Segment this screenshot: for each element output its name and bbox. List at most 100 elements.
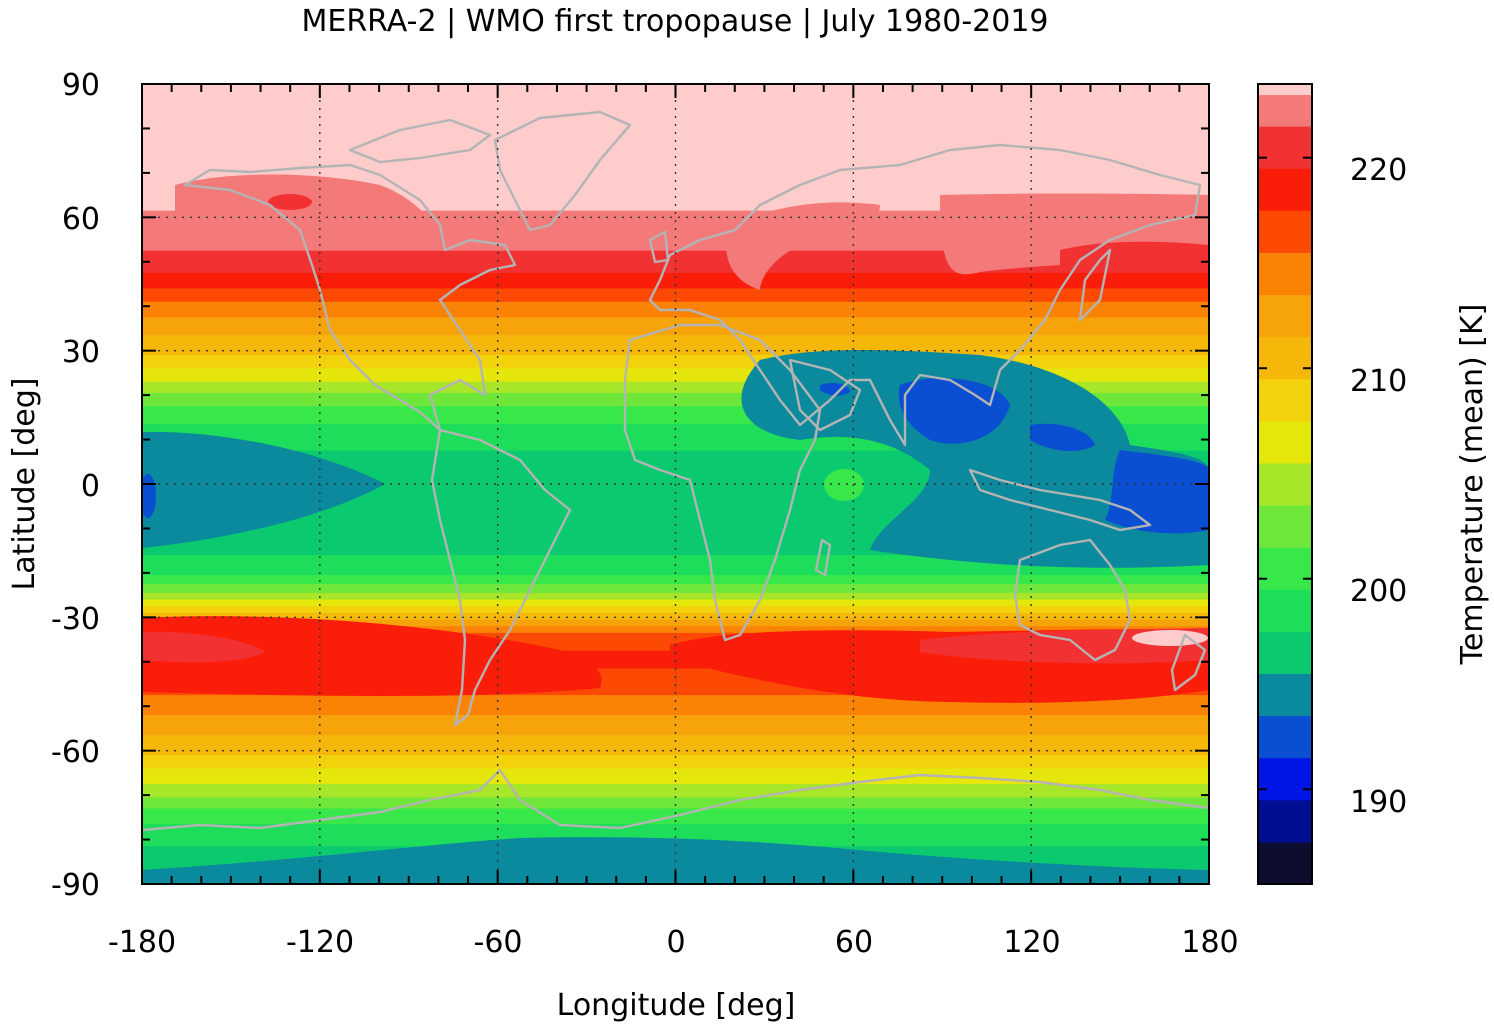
field-band: [142, 517, 1209, 521]
field-band: [142, 781, 1209, 785]
field-band: [142, 292, 1209, 296]
field-band: [142, 695, 1209, 698]
field-band: [142, 821, 1209, 825]
field-band: [142, 732, 1209, 736]
field-band: [142, 344, 1209, 347]
field-band: [142, 257, 1209, 261]
field-band: [142, 766, 1209, 770]
field-band: [142, 477, 1209, 481]
field-band: [142, 272, 1209, 276]
field-band: [142, 544, 1209, 547]
south-america-outline: [430, 428, 572, 727]
field-band: [142, 512, 1209, 516]
field-band: [142, 506, 1209, 510]
field-band: [142, 186, 1209, 190]
y-tick-label: -30: [51, 602, 100, 637]
field-band: [142, 137, 1209, 141]
field-band: [142, 328, 1209, 332]
field-band: [142, 630, 1209, 634]
field-band: [142, 152, 1209, 156]
field-band: [142, 575, 1209, 578]
field-band: [142, 110, 1209, 114]
x-tick-label: 120: [1003, 925, 1060, 960]
field-band: [142, 375, 1209, 378]
field-band: [142, 335, 1209, 338]
field-band: [142, 641, 1209, 645]
field-band: [142, 150, 1209, 154]
field-band: [142, 312, 1209, 316]
field-band: [142, 401, 1209, 405]
field-band: [142, 161, 1209, 165]
field-band: [142, 812, 1209, 816]
colorbar-tick-label: 190: [1350, 785, 1407, 820]
chart-title: MERRA-2 | WMO first tropopause | July 19…: [301, 4, 1048, 39]
field-band: [142, 432, 1209, 436]
field-band: [142, 735, 1209, 738]
field-feature: [1132, 630, 1208, 646]
colorbar-level: [1258, 336, 1312, 380]
field-band: [142, 306, 1209, 310]
field-band: [142, 301, 1209, 305]
field-band: [142, 266, 1209, 270]
arabia-outline: [788, 358, 862, 432]
colorbar-level: [1258, 673, 1312, 717]
field-band: [142, 572, 1209, 576]
field-band: [142, 384, 1209, 387]
field-band: [142, 632, 1209, 636]
field-band: [142, 184, 1209, 187]
field-band: [142, 270, 1209, 274]
field-feature: [824, 469, 864, 501]
field-band: [142, 784, 1209, 787]
field-band: [142, 172, 1209, 176]
field-band: [142, 106, 1209, 110]
field-band: [142, 566, 1209, 570]
field-band: [142, 746, 1209, 750]
field-band: [142, 479, 1209, 483]
y-tick-label: 0: [81, 469, 100, 504]
x-tick-label: -180: [108, 925, 176, 960]
field-band: [142, 481, 1209, 485]
field-band: [142, 119, 1209, 123]
field-band: [142, 750, 1209, 754]
field-band: [142, 346, 1209, 350]
field-band: [142, 799, 1209, 803]
colorbar-level: [1258, 94, 1312, 127]
axis-ticks: [141, 83, 1210, 885]
field-band: [142, 132, 1209, 136]
colorbar-level: [1258, 505, 1312, 548]
colorbar-level: [1258, 252, 1312, 296]
y-tick-labels: 90 60 30 0 -30 -60 -90: [51, 68, 100, 903]
field-band: [142, 255, 1209, 258]
field-band: [142, 310, 1209, 314]
field-band: [142, 704, 1209, 707]
colorbar-level: [1258, 631, 1312, 674]
colorbar-level: [1258, 84, 1312, 96]
field-band: [142, 241, 1209, 245]
field-band: [142, 561, 1209, 565]
new-zealand-outline: [1170, 633, 1207, 692]
field-band: [142, 317, 1209, 321]
field-band: [142, 408, 1209, 412]
y-axis-label: Latitude [deg]: [7, 378, 42, 591]
field-band: [142, 697, 1209, 701]
field-band: [142, 166, 1209, 170]
field-band: [142, 504, 1209, 507]
field-band: [142, 252, 1209, 256]
field-band: [142, 817, 1209, 821]
field-band: [142, 341, 1209, 345]
field-band: [142, 261, 1209, 265]
field-band: [142, 826, 1209, 830]
field-band: [142, 537, 1209, 541]
x-tick-label: 180: [1181, 925, 1238, 960]
field-band: [142, 577, 1209, 581]
field-feature: [726, 202, 880, 290]
field-band: [142, 719, 1209, 723]
field-band: [142, 606, 1209, 610]
field-band: [142, 521, 1209, 525]
field-band: [142, 757, 1209, 761]
colorbar-tick-labels: 220 210 200 190: [1350, 153, 1407, 820]
field-band: [142, 128, 1209, 132]
field-band: [142, 426, 1209, 430]
field-feature: [1060, 241, 1209, 271]
